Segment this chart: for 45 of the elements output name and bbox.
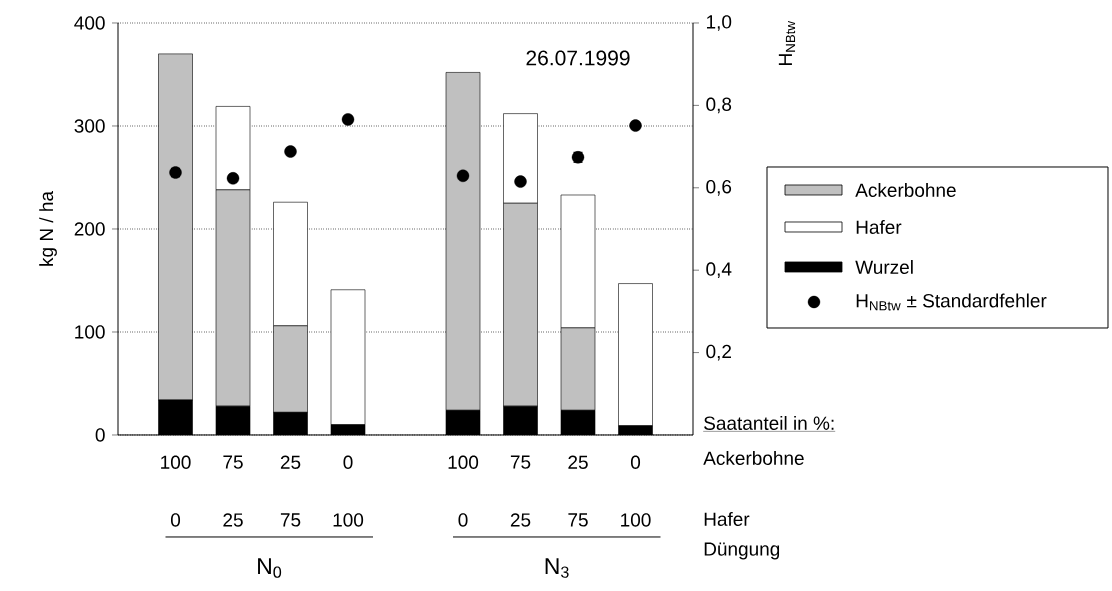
x-tick-label: 75 (223, 455, 243, 469)
x-tick-label: 75 (510, 455, 531, 469)
text: Saatanteil in %: (704, 416, 834, 430)
point (284, 145, 297, 158)
y-tick-label: 200 (74, 222, 105, 236)
y-tick-label: 400 (74, 16, 105, 30)
y2-tick-label: 0,6 (706, 179, 732, 196)
text: Hafer (704, 512, 750, 526)
text: N$_{3}$ (545, 558, 569, 578)
y-tick-label: 300 (74, 119, 105, 133)
y2-tick-label: 0,4 (706, 262, 732, 279)
text: N$_{0}$ (258, 558, 282, 578)
legend-label: Hafer (856, 220, 902, 234)
x-tick-label: 100 (161, 455, 191, 469)
point (341, 113, 355, 126)
x-tick-label: 0 (343, 455, 353, 469)
text: Ackerbohne (703, 451, 804, 465)
y2-axis-title: H$_{NBtw}$ (778, 20, 796, 65)
text: Düngung (704, 542, 780, 560)
text: 100 (621, 513, 651, 527)
y2-tick-label: 0,8 (706, 97, 732, 114)
point (514, 175, 527, 188)
legend-label: Ackerbohne (855, 183, 956, 197)
legend-label: H$_{NBtw}$ ± Standardfehler (856, 293, 1047, 311)
text: 0 (458, 513, 468, 527)
y-axis-title: kg N / ha (39, 190, 57, 266)
text: 75 (568, 513, 588, 527)
y2-tick-label: 1,0 (706, 15, 732, 31)
text: 25 (223, 513, 243, 527)
text: 100 (333, 513, 364, 527)
text: 25 (510, 513, 531, 527)
point (226, 172, 240, 185)
legend-label: Wurzel (855, 260, 913, 274)
y-tick-label: 100 (75, 325, 105, 339)
point (629, 119, 642, 132)
y2-tick-label: 0,2 (706, 344, 731, 361)
annotation: 26.07.1999 (526, 50, 630, 66)
point (456, 169, 470, 183)
text: 0 (170, 513, 181, 527)
x-tick-label: 100 (448, 455, 479, 469)
x-tick-label: 25 (280, 455, 301, 469)
text: 75 (280, 513, 301, 527)
x-tick-label: 25 (568, 455, 588, 469)
y-tick-label: 0 (95, 428, 105, 442)
x-tick-label: 0 (630, 455, 641, 469)
